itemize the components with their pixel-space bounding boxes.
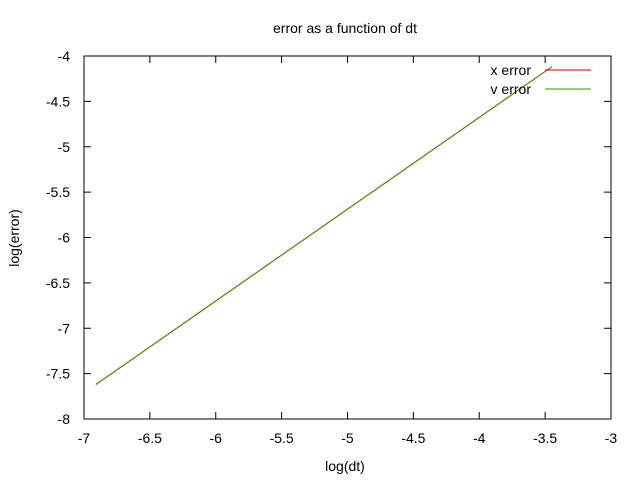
y-tick-label: -4.5 <box>46 93 70 109</box>
legend: x error v error <box>491 62 591 97</box>
x-tick-label: -5 <box>341 430 354 446</box>
y-tick-label: -7 <box>58 320 71 336</box>
y-tick-label: -5.5 <box>46 184 70 200</box>
tick-labels: -7 -6.5 -6 -5.5 -5 -4.5 -4 -3.5 -3 -8 -7.5 -7 -6.5 -6… <box>46 48 618 446</box>
legend-label: x error <box>491 62 532 78</box>
x-tick-label: -3 <box>605 430 618 446</box>
plot-frame <box>83 55 612 420</box>
y-tick-label: -6 <box>58 230 71 246</box>
x-tick-label: -5.5 <box>270 430 294 446</box>
chart-title: error as a function of dt <box>273 20 417 36</box>
axis-ticks <box>83 55 612 420</box>
y-tick-label: -4 <box>58 48 71 64</box>
series-lines <box>95 66 552 385</box>
x-axis-title: log(dt) <box>325 458 365 474</box>
x-tick-label: -4 <box>473 430 486 446</box>
y-tick-label: -6.5 <box>46 275 70 291</box>
y-tick-label: -5 <box>58 139 71 155</box>
x-tick-label: -7 <box>78 430 91 446</box>
legend-label: v error <box>491 81 532 97</box>
x-tick-label: -6.5 <box>138 430 162 446</box>
y-axis-title: log(error) <box>6 209 22 267</box>
y-tick-label: -7.5 <box>46 366 70 382</box>
x-tick-label: -3.5 <box>533 430 557 446</box>
x-tick-label: -4.5 <box>401 430 425 446</box>
x-tick-label: -6 <box>210 430 223 446</box>
series-line-v-error <box>95 66 552 385</box>
y-tick-label: -8 <box>58 411 71 427</box>
